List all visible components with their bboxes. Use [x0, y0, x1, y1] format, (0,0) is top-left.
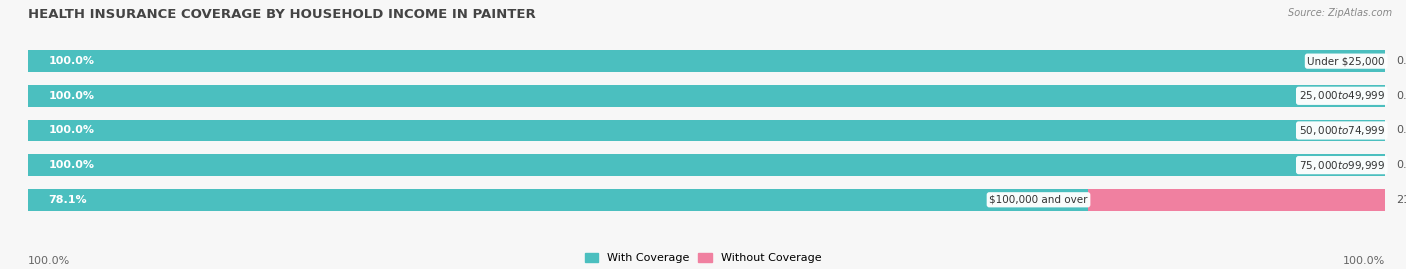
- Bar: [28, 85, 1385, 107]
- Bar: [28, 50, 1385, 72]
- Text: 100.0%: 100.0%: [1343, 256, 1385, 266]
- Text: 0.0%: 0.0%: [1396, 125, 1406, 136]
- Bar: [28, 50, 1385, 72]
- Bar: [28, 85, 1385, 107]
- Text: $75,000 to $99,999: $75,000 to $99,999: [1299, 159, 1385, 172]
- Bar: [28, 120, 1385, 141]
- Text: 78.1%: 78.1%: [48, 195, 87, 205]
- Bar: [28, 154, 1385, 176]
- Bar: [28, 189, 1088, 211]
- Text: 100.0%: 100.0%: [48, 56, 94, 66]
- Text: 100.0%: 100.0%: [48, 125, 94, 136]
- Text: $100,000 and over: $100,000 and over: [990, 195, 1088, 205]
- Bar: [28, 154, 1385, 176]
- Text: 0.0%: 0.0%: [1396, 56, 1406, 66]
- Text: 21.9%: 21.9%: [1396, 195, 1406, 205]
- Text: $25,000 to $49,999: $25,000 to $49,999: [1299, 89, 1385, 102]
- Text: 0.0%: 0.0%: [1396, 91, 1406, 101]
- Text: 100.0%: 100.0%: [48, 91, 94, 101]
- Bar: [28, 189, 1385, 211]
- Text: 0.0%: 0.0%: [1396, 160, 1406, 170]
- Text: 100.0%: 100.0%: [48, 160, 94, 170]
- Text: Under $25,000: Under $25,000: [1308, 56, 1385, 66]
- Text: HEALTH INSURANCE COVERAGE BY HOUSEHOLD INCOME IN PAINTER: HEALTH INSURANCE COVERAGE BY HOUSEHOLD I…: [28, 8, 536, 21]
- Text: Source: ZipAtlas.com: Source: ZipAtlas.com: [1288, 8, 1392, 18]
- Legend: With Coverage, Without Coverage: With Coverage, Without Coverage: [585, 253, 821, 263]
- Text: 100.0%: 100.0%: [28, 256, 70, 266]
- Text: $50,000 to $74,999: $50,000 to $74,999: [1299, 124, 1385, 137]
- Bar: [1088, 189, 1385, 211]
- Bar: [28, 120, 1385, 141]
